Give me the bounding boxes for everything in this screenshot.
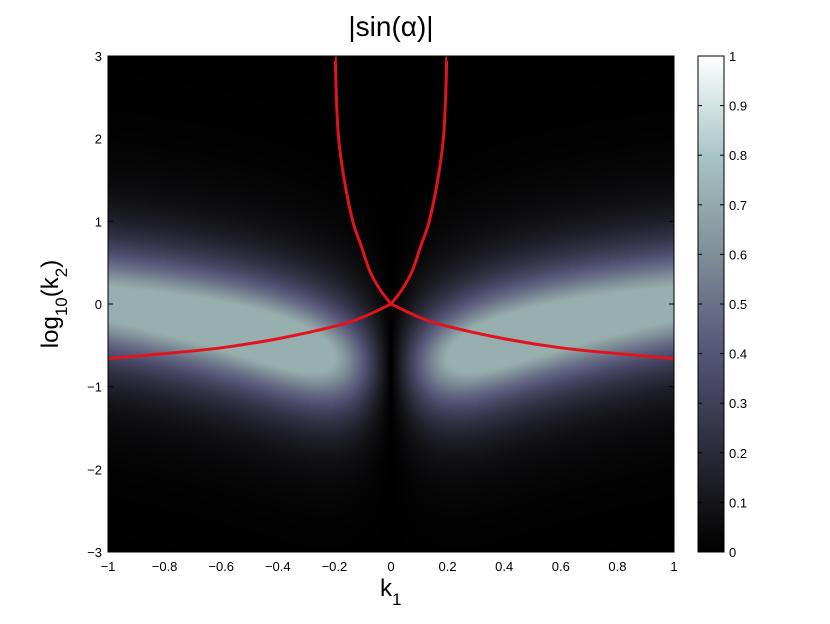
x-tick-label: −0.8 [152,559,178,574]
y-axis-label-end: ) [37,260,64,268]
x-tick-label: 1 [670,559,677,574]
y-axis-label-sub1: 10 [52,297,71,316]
x-tick-label: 0 [387,559,394,574]
y-axis-label-mid: (k [37,276,64,297]
contour-line-2 [389,56,449,306]
colorbar: 0 0.1 0.2 0.3 0.4 0.5 0.6 0.7 0.8 0.9 1 [697,49,747,560]
x-tick-label: −0.4 [265,559,291,574]
colorbar-tick-label: 0.1 [729,495,747,510]
colorbar-tick-label: 0.2 [729,446,747,461]
y-axis-label-base: log [37,316,64,348]
colorbar-tick-label: 0 [729,545,736,560]
x-tick-label: 0.2 [439,559,457,574]
chart-title: |sin(α)| [348,11,433,42]
y-axis-label: log10(k2) [37,260,71,348]
x-tick-label: −0.6 [208,559,234,574]
colorbar-ticks: 0 0.1 0.2 0.3 0.4 0.5 0.6 0.7 0.8 0.9 1 [698,49,747,560]
x-tick-label: −1 [101,559,116,574]
colorbar-frame [697,55,725,553]
colorbar-tick-label: 0.5 [729,297,747,312]
axes: −1 −0.8 −0.6 −0.4 −0.2 0 0.2 0.4 0.6 0.8 1 −3 −2 −1 0 1… [87,49,677,574]
y-tick-label: −1 [87,380,102,395]
x-axis-label-sub: 1 [392,590,401,609]
y-tick-label: 0 [95,297,102,312]
colorbar-tick-label: 0.3 [729,396,747,411]
y-tick-label: 3 [95,49,102,64]
x-tick-label: 0.8 [608,559,626,574]
contour-line-4 [389,302,674,361]
colorbar-gradient [698,56,724,552]
contour-line-3 [108,302,393,361]
colorbar-tick-label: 0.8 [729,148,747,163]
x-tick-label: 0.4 [495,559,513,574]
contour-line-1 [333,56,393,306]
y-tick-label: 2 [95,132,102,147]
y-tick-label: −2 [87,462,102,477]
x-axis-label-base: k [380,575,393,602]
y-tick-label: 1 [95,214,102,229]
colorbar-tick-label: 0.6 [729,247,747,262]
contour-lines [108,56,674,361]
x-tick-label: 0.6 [552,559,570,574]
y-axis-label-sub2: 2 [52,268,71,277]
colorbar-tick-label: 0.4 [729,347,747,362]
colorbar-tick-label: 0.9 [729,99,747,114]
x-tick-label: −0.2 [322,559,348,574]
colorbar-tick-label: 1 [729,49,736,64]
colorbar-tick-label: 0.7 [729,198,747,213]
y-tick-label: −3 [87,545,102,560]
x-axis-label: k1 [380,575,401,609]
